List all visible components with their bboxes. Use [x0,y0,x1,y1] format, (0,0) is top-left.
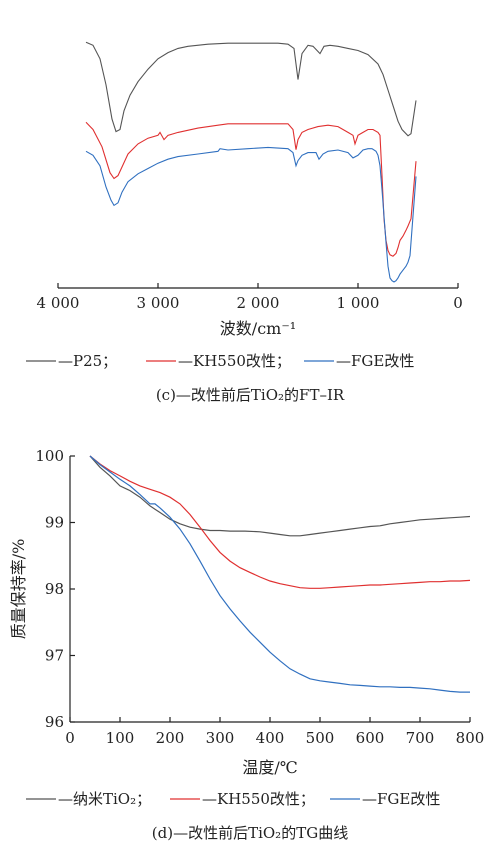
tg-legend-kh550: —KH550改性； [202,790,315,808]
ftir-series-1 [85,121,417,257]
tg-x-tick-label: 700 [406,729,435,747]
tg-y-tick-label: 99 [45,514,64,532]
ftir-series-0 [85,41,417,137]
ftir-x-tick-label: 4 000 [37,294,80,312]
ftir-caption: (c)—改性前后TiO₂的FT–IR [156,386,345,404]
ftir-x-ticks: 4 000 3 000 2 000 1 000 0 [37,283,463,312]
ftir-x-tick-label: 0 [453,294,463,312]
tg-y-ticks: 96 97 98 99 100 [35,447,75,731]
ftir-plot-area [85,41,417,283]
tg-x-tick-label: 200 [156,729,185,747]
tg-legend-fge: —FGE改性 [362,790,440,808]
ftir-x-tick-label: 3 000 [137,294,180,312]
tg-x-tick-label: 800 [456,729,485,747]
tg-x-tick-label: 500 [306,729,335,747]
ftir-series-2 [85,146,417,283]
tg-panel: 0 100 200 300 400 500 600 700 800 96 97 98 99 100 温度… [9,447,484,842]
tg-series-0 [89,455,471,537]
tg-x-tick-label: 300 [206,729,235,747]
tg-x-ticks: 0 100 200 300 400 500 600 700 800 [65,717,484,747]
tg-caption: (d)—改性前后TiO₂的TG曲线 [152,824,348,842]
tg-x-tick-label: 600 [356,729,385,747]
ftir-x-tick-label: 1 000 [337,294,380,312]
tg-x-axis-title: 温度/℃ [242,758,297,777]
ftir-legend-kh550: —KH550改性； [178,352,291,370]
tg-y-tick-label: 100 [35,447,64,465]
ftir-legend-fge: —FGE改性 [336,352,414,370]
tg-y-tick-label: 97 [45,647,64,665]
ftir-panel: 4 000 3 000 2 000 1 000 0 波数/cm⁻¹ —P25； —KH5… [26,41,463,404]
tg-plot-area [89,455,471,693]
tg-x-tick-label: 0 [65,729,75,747]
tg-legend-tio2: —纳米TiO₂； [58,790,151,808]
tg-series-1 [89,455,471,589]
ftir-x-axis-title: 波数/cm⁻¹ [220,319,296,338]
tg-legend: —纳米TiO₂； —KH550改性； —FGE改性 [26,790,440,808]
tg-y-axis-title: 质量保持率/% [9,539,28,640]
tg-x-tick-label: 400 [256,729,285,747]
tg-y-tick-label: 96 [45,713,64,731]
ftir-legend-p25: —P25； [58,352,117,370]
tg-series-2 [89,455,470,693]
tg-x-tick-label: 100 [106,729,135,747]
ftir-x-tick-label: 2 000 [237,294,280,312]
tg-y-tick-label: 98 [45,580,64,598]
ftir-legend: —P25； —KH550改性； —FGE改性 [26,352,414,370]
